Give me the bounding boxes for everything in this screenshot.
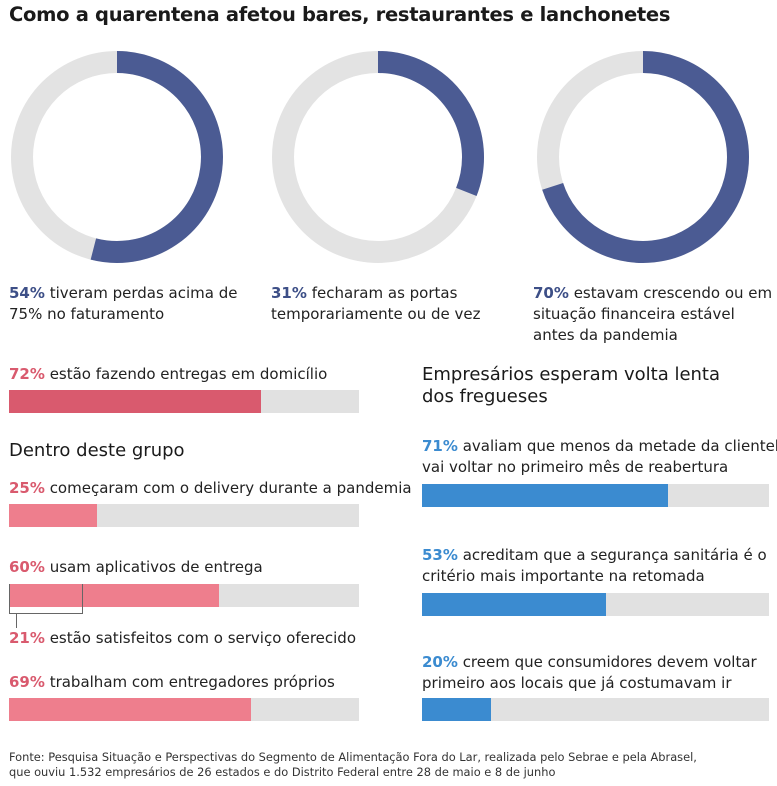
bar-label-started-delivery: 25% começaram com o delivery durante a p…	[9, 478, 412, 499]
bar-label-text: creem que consumidores devem voltar	[462, 653, 757, 671]
bar-track	[422, 484, 769, 507]
bar-value: 72%	[9, 365, 45, 383]
bar-track	[422, 698, 769, 721]
bar-track	[9, 390, 359, 413]
donut-chart-losses	[2, 42, 232, 272]
bar-label-text: vai voltar no primeiro mês de reabertura	[422, 458, 729, 476]
donut-arc	[542, 51, 749, 263]
bar-value: 60%	[9, 558, 45, 576]
chart-title: Como a quarentena afetou bares, restaura…	[9, 3, 671, 26]
bar-label-text: estão fazendo entregas em domicílio	[49, 365, 328, 383]
bar-label-text: trabalham com entregadores próprios	[49, 673, 335, 691]
bar-label-text: estão satisfeitos com o serviço oferecid…	[49, 629, 357, 647]
donut-label-losses: 54% tiveram perdas acima de 75% no fatur…	[9, 283, 259, 325]
donut-chart-closed	[263, 42, 493, 272]
bar-value: 71%	[422, 437, 458, 455]
bar-satisfied-connector	[16, 614, 17, 628]
donut-value: 54%	[9, 284, 45, 302]
source-note: Fonte: Pesquisa Situação e Perspectivas …	[9, 750, 697, 780]
bar-started-delivery	[9, 504, 97, 527]
bar-label-apps: 60% usam aplicativos de entrega	[9, 557, 263, 578]
subgroup-heading: Dentro deste grupo	[9, 440, 185, 461]
bar-track	[9, 504, 359, 527]
donut-value: 70%	[533, 284, 569, 302]
bar-label-text: começaram com o delivery durante a pande…	[49, 479, 412, 497]
donut-label-closed: 31% fecharam as portas temporariamente o…	[271, 283, 501, 325]
donut-label-text: estavam crescendo ou em situação finance…	[533, 284, 773, 344]
bar-value: 20%	[422, 653, 458, 671]
bar-track	[9, 698, 359, 721]
bar-track	[9, 584, 359, 607]
bar-track	[422, 593, 769, 616]
donut-arc	[377, 51, 484, 197]
expectations-heading: Empresários esperam volta lenta dos freg…	[422, 364, 720, 408]
bar-satisfied-outline	[9, 584, 83, 614]
bar-safety	[422, 593, 606, 616]
bar-value: 25%	[9, 479, 45, 497]
bar-familiar-places	[422, 698, 492, 721]
donut-value: 31%	[271, 284, 307, 302]
donut-label-text: tiveram perdas acima de 75% no faturamen…	[9, 284, 238, 323]
bar-delivery	[9, 390, 261, 413]
bar-label-text: critério mais importante na retomada	[422, 567, 705, 585]
bar-label-clientele: 71% avaliam que menos da metade da clien…	[422, 436, 777, 478]
bar-label-satisfied: 21% estão satisfeitos com o serviço ofer…	[9, 628, 356, 649]
donut-chart-stable	[528, 42, 758, 272]
bar-label-own-couriers: 69% trabalham com entregadores próprios	[9, 672, 335, 693]
bar-label-text: usam aplicativos de entrega	[49, 558, 263, 576]
bar-label-text: primeiro aos locais que já costumavam ir	[422, 674, 732, 692]
heading-line: Empresários esperam volta lenta	[422, 364, 721, 385]
donut-arc	[90, 51, 223, 263]
bar-value: 21%	[9, 629, 45, 647]
bar-label-delivery: 72% estão fazendo entregas em domicílio	[9, 364, 327, 385]
bar-label-text: avaliam que menos da metade da clientela	[462, 437, 777, 455]
bar-value: 69%	[9, 673, 45, 691]
bar-clientele	[422, 484, 669, 507]
bar-label-text: acreditam que a segurança sanitária é o	[462, 546, 767, 564]
bar-label-safety: 53% acreditam que a segurança sanitária …	[422, 545, 767, 587]
bar-label-familiar-places: 20% creem que consumidores devem voltar …	[422, 652, 757, 694]
donut-label-text: fecharam as portas temporariamente ou de…	[271, 284, 481, 323]
heading-line: dos fregueses	[422, 386, 548, 407]
bar-value: 53%	[422, 546, 458, 564]
bar-apps	[9, 584, 219, 607]
donut-label-stable: 70% estavam crescendo ou em situação fin…	[533, 283, 773, 346]
source-line: Fonte: Pesquisa Situação e Perspectivas …	[9, 750, 697, 764]
bar-own-couriers	[9, 698, 251, 721]
source-line: que ouviu 1.532 empresários de 26 estado…	[9, 765, 556, 779]
